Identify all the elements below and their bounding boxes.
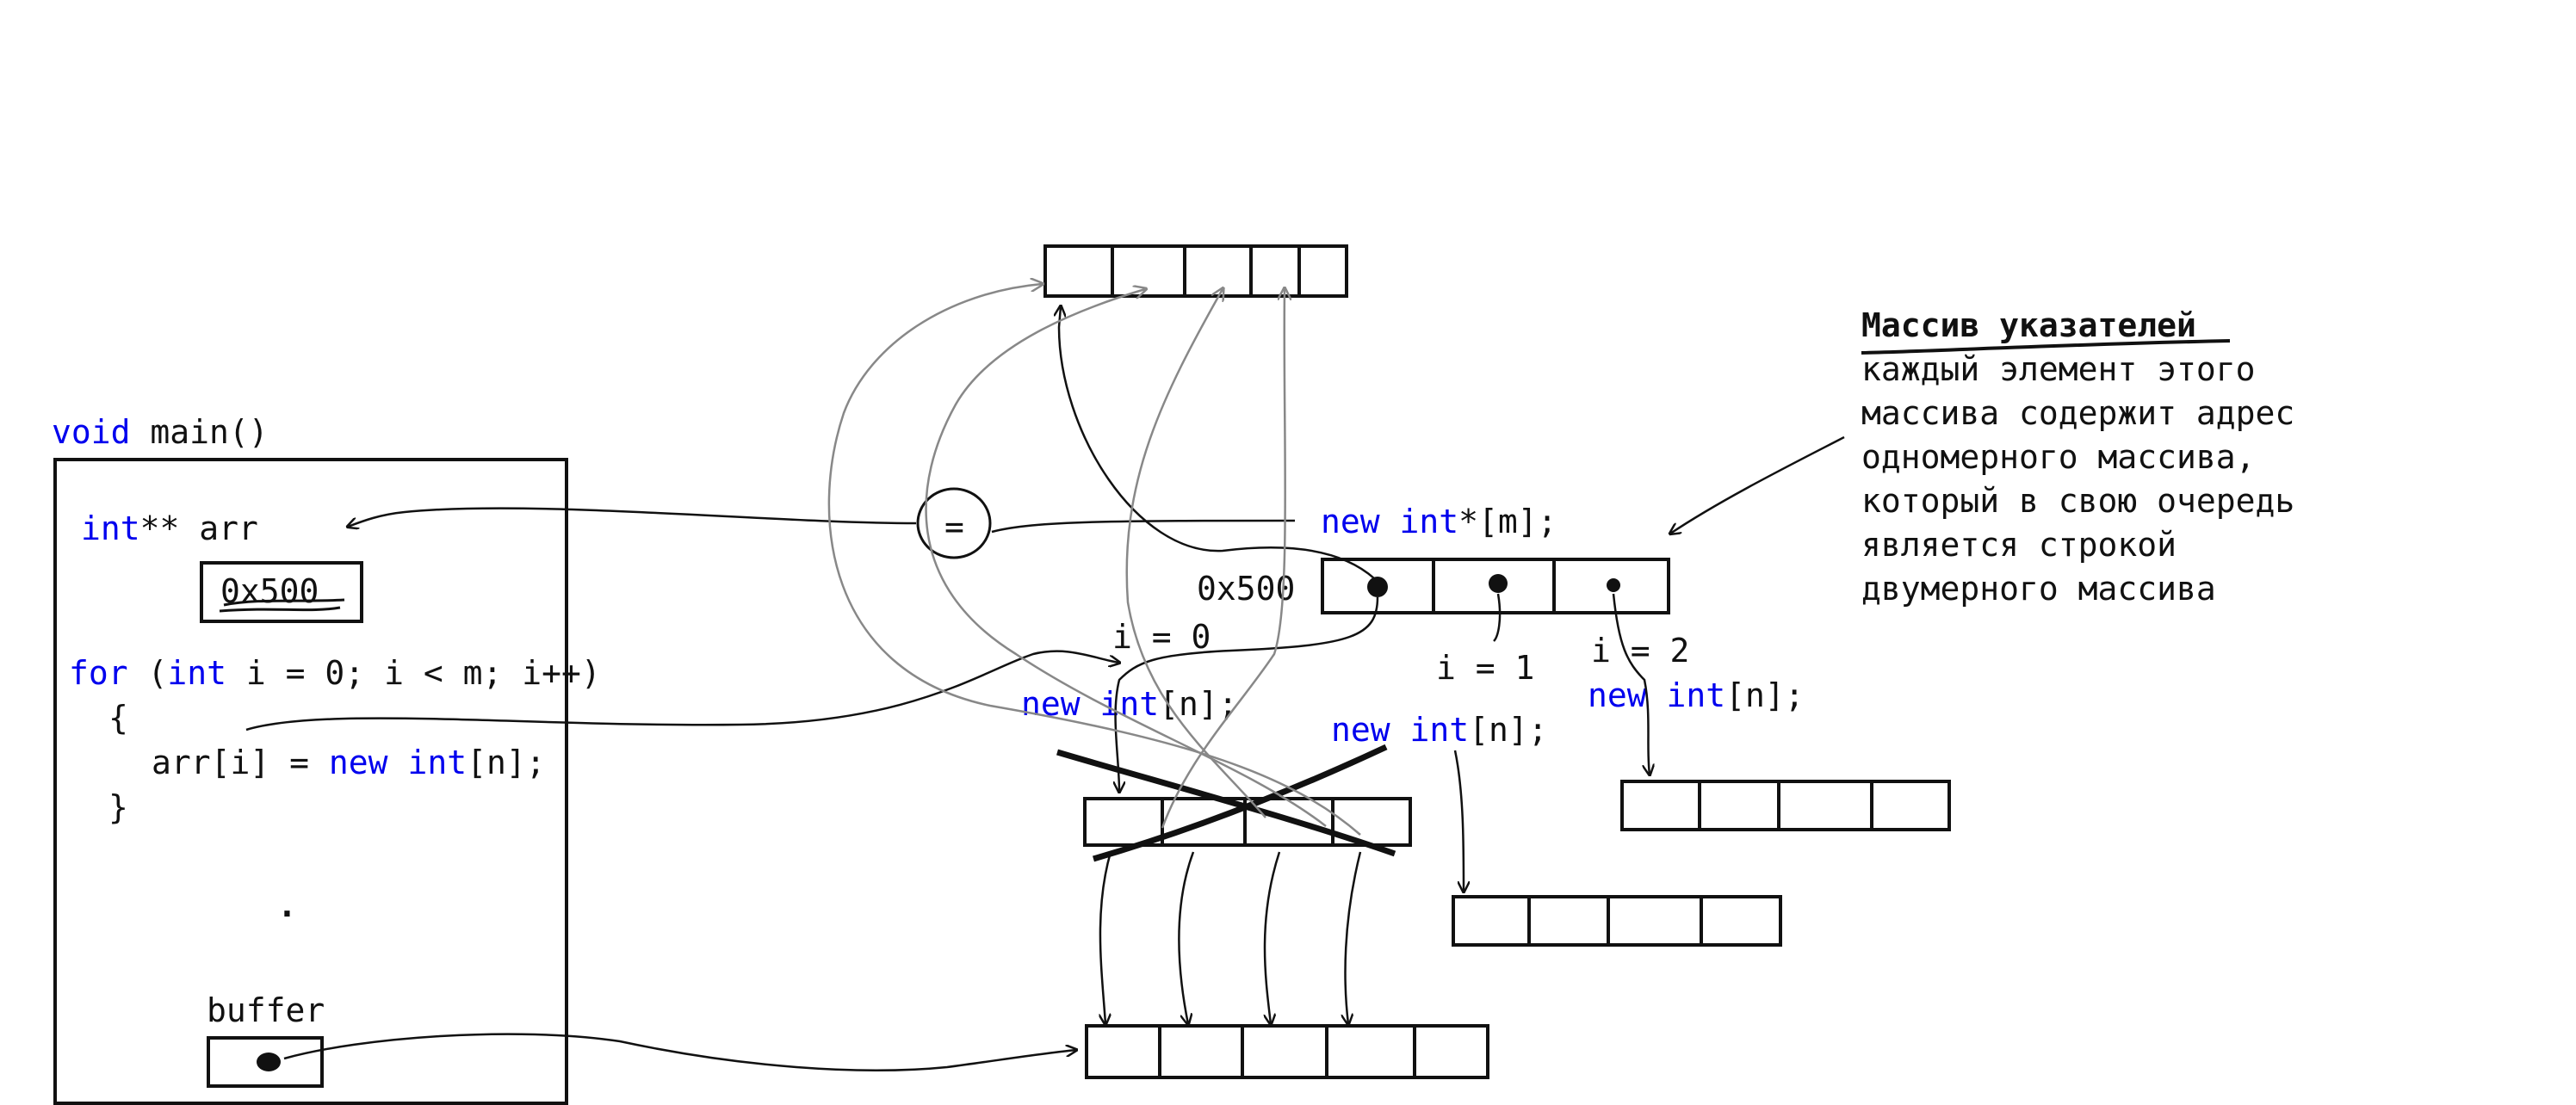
array-cell (1455, 898, 1532, 943)
arr-declaration: int** arr (81, 509, 258, 547)
buffer-array (1085, 1024, 1489, 1079)
assign-statement: arr[i] = new int[n]; (152, 744, 546, 781)
iteration-2-label: i = 2 (1591, 632, 1690, 670)
iteration-0-label: i = 0 (1112, 618, 1211, 656)
pointer-1-arrow (1455, 593, 1502, 892)
pointer-array-new: new int*[m]; (1321, 503, 1557, 540)
iteration-2-new: new int[n]; (1588, 676, 1805, 714)
annotation-line: является строкой (1861, 526, 2177, 564)
array-cell (1328, 1028, 1417, 1076)
pencil-link-2 (925, 289, 1327, 827)
iteration-1-new: new int[n]; (1331, 711, 1548, 749)
int-keyword: int (407, 744, 468, 781)
annotation-line: двумерного массива (1861, 570, 2216, 608)
annotation-line: каждый элемент этого (1861, 350, 2256, 388)
assign-arrow (348, 507, 917, 527)
int-keyword: int (167, 654, 227, 692)
annotation-line: одномерного массива, (1861, 438, 2256, 476)
array-cell (1701, 783, 1781, 828)
annotation-line: который в свою очередь (1861, 482, 2295, 520)
int-keyword: int (81, 509, 140, 547)
int-keyword: int (1399, 503, 1459, 540)
buffer-arrow (283, 1033, 1076, 1071)
for-paren: ( (127, 654, 168, 692)
new-keyword: new (1331, 711, 1390, 749)
for-condition: i = 0; i < m; i++) (226, 654, 601, 692)
pointer-2-arrow (1612, 593, 1650, 775)
row-link-1 (1100, 851, 1112, 1024)
pointer-cell (1324, 561, 1436, 611)
row-size: [n]; (1469, 711, 1548, 749)
cross-out-1 (1056, 749, 1396, 857)
annotation-title: Массив указателей (1861, 306, 2196, 344)
array-cell (1161, 1028, 1244, 1076)
array-cell (1114, 248, 1187, 294)
pointer-dot-2 (1607, 578, 1620, 592)
for-keyword: for (69, 654, 128, 692)
new-keyword: new (328, 744, 388, 781)
equals-sign: = (944, 508, 964, 546)
pointer-0-to-top (1059, 306, 1375, 579)
row-size: [n]; (1725, 676, 1805, 714)
loop-arrow (245, 650, 1119, 732)
void-keyword: void (52, 413, 131, 451)
pointer-dot-1 (1489, 574, 1508, 593)
pointer-array (1321, 558, 1670, 614)
pointer-0-arrow (1116, 596, 1379, 792)
array-cell (1088, 1028, 1161, 1076)
pencil-link-1 (827, 284, 1361, 836)
pointer-array-address: 0x500 (1197, 570, 1296, 608)
array-cell (1531, 898, 1611, 943)
annotation-line: массива содержит адрес (1861, 394, 2295, 432)
array-cell (1087, 800, 1165, 843)
pointer-array-size: *[m]; (1458, 503, 1557, 540)
declaration-rest: ** arr (139, 509, 258, 547)
row-size: [n]; (1159, 685, 1238, 723)
array-cell (1164, 800, 1248, 843)
top-array (1043, 244, 1348, 298)
pointer-array-annotation: Массив указателей каждый элемент этого м… (1861, 304, 2533, 611)
array-cell (1047, 248, 1115, 294)
value-scribble (219, 598, 345, 613)
int-keyword: int (1409, 711, 1470, 749)
new-keyword: new (1321, 503, 1380, 540)
buffer-dot (257, 1053, 281, 1071)
pencil-link-4 (1161, 289, 1285, 829)
array-cell (1253, 248, 1302, 294)
title-underline (1861, 339, 2231, 355)
int-keyword: int (1099, 685, 1160, 723)
for-loop-header: for (int i = 0; i < m; i++) (69, 654, 601, 692)
assign-lhs: arr[i] = (152, 744, 329, 781)
row-array-1 (1452, 895, 1782, 947)
iteration-1-label: i = 1 (1436, 649, 1535, 687)
array-cell (1610, 898, 1703, 943)
pointer-dot-0 (1367, 577, 1388, 597)
ellipsis-dot: . (277, 886, 297, 924)
array-cell (1247, 800, 1334, 843)
array-cell (1244, 1028, 1329, 1076)
brace-close: } (108, 788, 128, 826)
int-keyword: int (1666, 676, 1726, 714)
pointer-cell (1435, 561, 1556, 611)
array-cell (1186, 248, 1253, 294)
row-link-4 (1346, 851, 1362, 1024)
assign-rest: [n]; (467, 744, 546, 781)
annotation-arrow (1670, 435, 1845, 534)
array-cell (1780, 783, 1873, 828)
main-signature: void main() (52, 413, 269, 451)
equals-to-new-line (991, 519, 1296, 534)
pencil-link-3 (1125, 289, 1266, 818)
function-name: main() (150, 413, 269, 451)
new-keyword: new (1588, 676, 1647, 714)
equals-circle (916, 487, 992, 559)
row-link-2 (1178, 851, 1195, 1024)
row-link-3 (1265, 851, 1281, 1024)
arr-value-box (200, 561, 363, 623)
buffer-label: buffer (207, 991, 325, 1029)
buffer-box (207, 1036, 324, 1088)
brace-open: { (108, 699, 128, 737)
row-array-2 (1620, 780, 1951, 831)
array-cell (1624, 783, 1702, 828)
